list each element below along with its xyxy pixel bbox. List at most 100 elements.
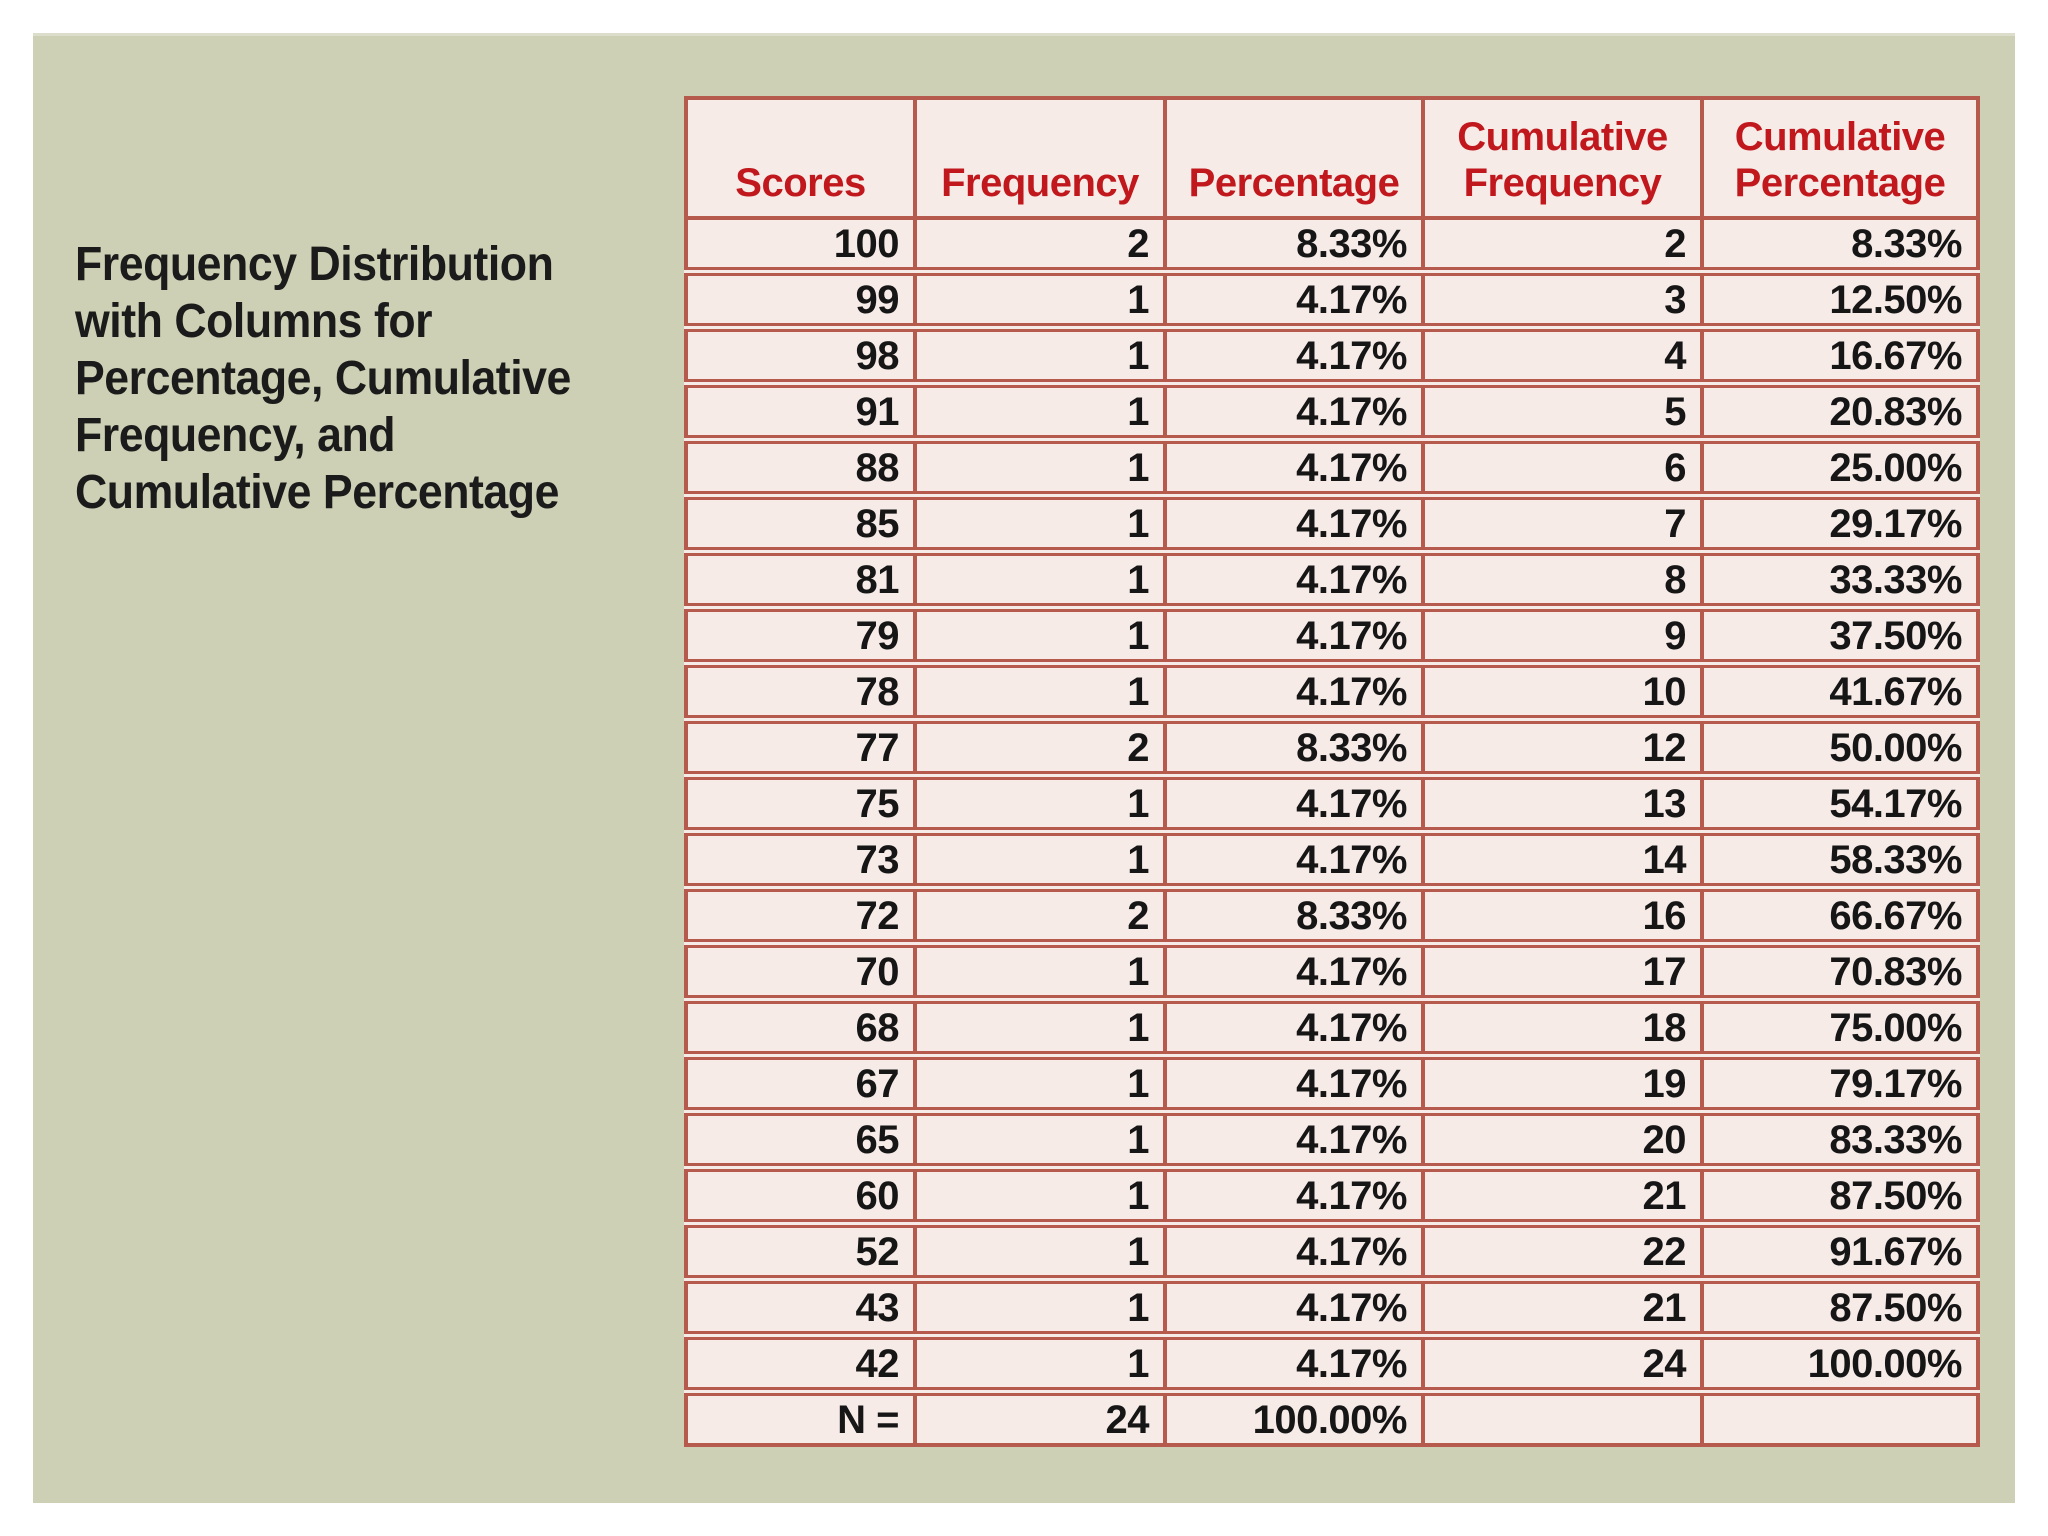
table-cell: 10 <box>1421 659 1704 720</box>
table-cell: 72 <box>684 883 917 944</box>
table-cell: 70.83% <box>1700 939 1980 1000</box>
table-cell: 1 <box>913 435 1167 496</box>
table-cell: 1 <box>913 323 1167 384</box>
table-cell: 2 <box>913 216 1167 272</box>
table-cell: 4.17% <box>1163 1163 1425 1224</box>
table-cell: 58.33% <box>1700 827 1980 888</box>
column-header: Scores <box>684 96 917 218</box>
table-cell: 1 <box>913 267 1167 328</box>
table-cell: 12.50% <box>1700 267 1980 328</box>
table-cell: 21 <box>1421 1275 1704 1336</box>
table-cell: 16.67% <box>1700 323 1980 384</box>
table-cell: 21 <box>1421 1163 1704 1224</box>
table-cell: 87.50% <box>1700 1275 1980 1336</box>
table-cell: 1 <box>913 379 1167 440</box>
table-row: 42 1 4.17% 24 100.00% <box>684 1331 1980 1392</box>
table-cell: 19 <box>1421 1051 1704 1112</box>
table-cell: 29.17% <box>1700 491 1980 552</box>
table-row: 72 2 8.33% 16 66.67% <box>684 883 1980 944</box>
table-cell: 16 <box>1421 883 1704 944</box>
table-cell: 4.17% <box>1163 659 1425 720</box>
column-header: Frequency <box>913 96 1167 218</box>
table-cell: 4.17% <box>1163 1051 1425 1112</box>
table-cell: 5 <box>1421 379 1704 440</box>
table-row: 85 1 4.17% 7 29.17% <box>684 491 1980 552</box>
table-cell: 8.33% <box>1700 216 1980 272</box>
table-row: 81 1 4.17% 8 33.33% <box>684 547 1980 608</box>
table-row: 79 1 4.17% 9 37.50% <box>684 603 1980 664</box>
table-cell: 98 <box>684 323 917 384</box>
table-row: 100 2 8.33% 2 8.33% <box>684 216 1980 272</box>
table-row: 70 1 4.17% 17 70.83% <box>684 939 1980 1000</box>
table-row: 60 1 4.17% 21 87.50% <box>684 1163 1980 1224</box>
table-cell: 100.00% <box>1700 1331 1980 1392</box>
total-cell: 24 <box>913 1387 1167 1447</box>
table-cell: 75.00% <box>1700 995 1980 1056</box>
table-cell: 4.17% <box>1163 827 1425 888</box>
table-header: Scores Frequency Percentage Cumulative Freq… <box>684 96 1980 218</box>
table-cell: 13 <box>1421 771 1704 832</box>
total-cell <box>1700 1387 1980 1447</box>
table-cell: 14 <box>1421 827 1704 888</box>
table-cell: 54.17% <box>1700 771 1980 832</box>
table-cell: 67 <box>684 1051 917 1112</box>
table-cell: 91.67% <box>1700 1219 1980 1280</box>
table-cell: 4 <box>1421 323 1704 384</box>
table-cell: 4.17% <box>1163 939 1425 1000</box>
table-cell: 8.33% <box>1163 715 1425 776</box>
table-cell: 20.83% <box>1700 379 1980 440</box>
table-cell: 88 <box>684 435 917 496</box>
table-cell: 7 <box>1421 491 1704 552</box>
table-cell: 79 <box>684 603 917 664</box>
table-row: 73 1 4.17% 14 58.33% <box>684 827 1980 888</box>
table-cell: 12 <box>1421 715 1704 776</box>
table-row: 68 1 4.17% 18 75.00% <box>684 995 1980 1056</box>
table-cell: 4.17% <box>1163 771 1425 832</box>
table-cell: 4.17% <box>1163 1275 1425 1336</box>
column-header: Cumulative Percentage <box>1700 96 1980 218</box>
table-cell: 1 <box>913 659 1167 720</box>
table-cell: 65 <box>684 1107 917 1168</box>
slide-title: Frequency Distribution with Columns for Pe… <box>75 236 633 521</box>
table-cell: 99 <box>684 267 917 328</box>
table-row: 52 1 4.17% 22 91.67% <box>684 1219 1980 1280</box>
frequency-table: Scores Frequency Percentage Cumulative Freq… <box>684 96 1980 1447</box>
slide-title-line: Frequency Distribution <box>75 238 554 291</box>
table-cell: 60 <box>684 1163 917 1224</box>
slide-title-line: Frequency, and <box>75 409 396 462</box>
table-cell: 66.67% <box>1700 883 1980 944</box>
column-header: Percentage <box>1163 96 1425 218</box>
table-cell: 8.33% <box>1163 216 1425 272</box>
table-cell: 8 <box>1421 547 1704 608</box>
table-cell: 2 <box>913 715 1167 776</box>
table-cell: 2 <box>1421 216 1704 272</box>
table-cell: 9 <box>1421 603 1704 664</box>
table-cell: 4.17% <box>1163 547 1425 608</box>
table-row: 43 1 4.17% 21 87.50% <box>684 1275 1980 1336</box>
table-cell: 85 <box>684 491 917 552</box>
table-cell: 25.00% <box>1700 435 1980 496</box>
table-cell: 1 <box>913 1163 1167 1224</box>
table-cell: 87.50% <box>1700 1163 1980 1224</box>
table-cell: 1 <box>913 1331 1167 1392</box>
table-row: 77 2 8.33% 12 50.00% <box>684 715 1980 776</box>
table-cell: 1 <box>913 995 1167 1056</box>
table-cell: 8.33% <box>1163 883 1425 944</box>
table-cell: 4.17% <box>1163 1219 1425 1280</box>
table-cell: 4.17% <box>1163 1331 1425 1392</box>
table-body: 100 2 8.33% 2 8.33% 99 1 4.17% 3 12.50% 98 1 4.17% 4 1… <box>684 216 1980 1447</box>
table-cell: 24 <box>1421 1331 1704 1392</box>
table-cell: 1 <box>913 491 1167 552</box>
table-cell: 4.17% <box>1163 1107 1425 1168</box>
table-cell: 37.50% <box>1700 603 1980 664</box>
table-row: 91 1 4.17% 5 20.83% <box>684 379 1980 440</box>
table-cell: 1 <box>913 1107 1167 1168</box>
table-row: 78 1 4.17% 10 41.67% <box>684 659 1980 720</box>
table-cell: 1 <box>913 1275 1167 1336</box>
table-cell: 1 <box>913 603 1167 664</box>
table-cell: 43 <box>684 1275 917 1336</box>
table-cell: 4.17% <box>1163 379 1425 440</box>
table-cell: 1 <box>913 771 1167 832</box>
column-header: Cumulative Frequency <box>1421 96 1704 218</box>
total-cell <box>1421 1387 1704 1447</box>
